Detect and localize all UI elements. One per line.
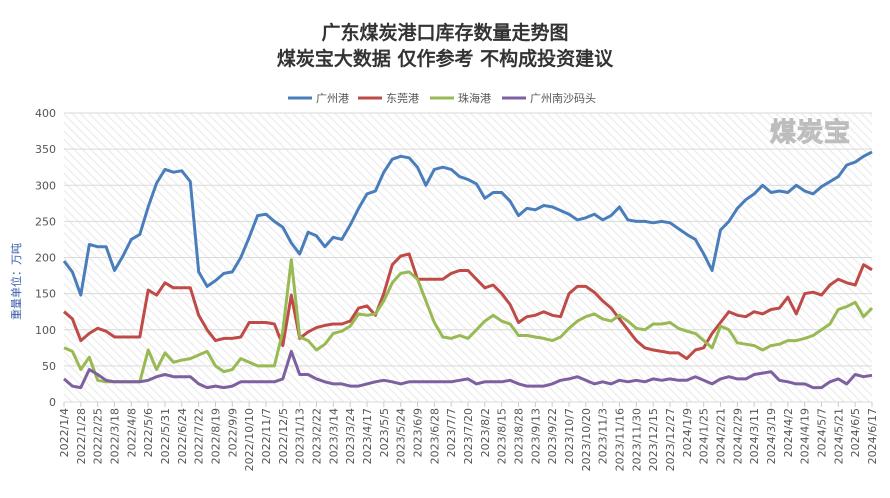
- y-tick-label: 100: [35, 324, 56, 337]
- legend-label: 广州港: [316, 92, 349, 105]
- x-tick-label: 2022/10/10: [243, 408, 256, 471]
- x-tick-label: 2023/2/22: [311, 408, 324, 464]
- watermark-logo: 煤炭宝: [769, 118, 852, 149]
- y-tick-label: 350: [35, 143, 56, 156]
- y-tick-label: 150: [35, 288, 56, 301]
- x-tick-label: 2023/8/28: [513, 408, 526, 464]
- x-tick-label: 2023/3/14: [327, 408, 340, 464]
- x-tick-label: 2023/6/9: [412, 408, 425, 457]
- chart-subtitle: 煤炭宝大数据 仅作参考 不构成投资建议: [276, 48, 614, 70]
- x-tick-label: 2022/11/7: [260, 408, 273, 464]
- x-tick-label: 2023/1/13: [294, 408, 307, 464]
- x-tick-label: 2023/9/22: [546, 408, 559, 464]
- x-tick-label: 2024/4/2: [782, 408, 795, 457]
- x-tick-label: 2023/12/27: [664, 408, 677, 471]
- y-tick-label: 0: [49, 396, 56, 409]
- x-tick-label: 2024/5/7: [816, 408, 829, 457]
- legend-label: 广州南沙码头: [530, 92, 596, 105]
- x-tick-label: 2024/1/25: [698, 408, 711, 464]
- x-tick-label: 2023/9/13: [529, 408, 542, 464]
- x-tick-label: 2023/7/7: [445, 408, 458, 457]
- y-tick-label: 300: [35, 179, 56, 192]
- y-axis-label: 重量单位：万吨: [10, 243, 23, 320]
- x-tick-label: 2023/5/5: [378, 408, 391, 457]
- x-tick-label: 2022/1/28: [75, 408, 88, 464]
- series-line-0: [62, 150, 873, 297]
- y-tick-label: 200: [35, 252, 56, 265]
- y-tick-label: 250: [35, 215, 56, 228]
- x-tick-label: 2022/1/4: [58, 408, 71, 457]
- x-tick-label: 2022/12/5: [277, 408, 290, 464]
- x-tick-label: 2024/3/19: [765, 408, 778, 464]
- x-tick-label: 2023/10/20: [580, 408, 593, 471]
- x-tick-label: 2023/7/20: [462, 408, 475, 464]
- series-line-2: [63, 258, 874, 384]
- x-tick-label: 2024/1/9: [681, 408, 694, 457]
- chart-title: 广东煤炭港口库存数量走势图: [321, 22, 569, 44]
- x-tick-label: 2024/4/19: [799, 408, 812, 464]
- x-tick-label: 2023/3/24: [344, 408, 357, 464]
- y-tick-label: 50: [42, 360, 56, 373]
- x-tick-label: 2023/6/28: [428, 408, 441, 464]
- x-tick-label: 2024/6/5: [849, 408, 862, 457]
- x-tick-label: 2023/12/15: [647, 408, 660, 471]
- x-tick-label: 2023/4/17: [361, 408, 374, 464]
- x-tick-label: 2022/9/9: [226, 408, 239, 457]
- x-tick-label: 2022/2/25: [92, 408, 105, 464]
- legend-label: 珠海港: [458, 91, 491, 105]
- series-line-1: [63, 252, 873, 361]
- x-tick-label: 2024/6/17: [866, 408, 879, 464]
- x-tick-label: 2023/8/2: [479, 408, 492, 457]
- y-tick-label: 400: [35, 107, 56, 120]
- legend-label: 东莞港: [386, 92, 419, 105]
- x-tick-label: 2024/5/21: [832, 408, 845, 464]
- x-tick-label: 2022/3/18: [109, 408, 122, 464]
- x-tick-label: 2024/2/29: [731, 408, 744, 464]
- series-line-3: [63, 349, 873, 390]
- x-tick-label: 2023/11/30: [630, 408, 643, 471]
- x-tick-label: 2024/3/11: [748, 408, 761, 464]
- x-tick-label: 2022/7/22: [193, 408, 206, 464]
- x-tick-label: 2024/2/21: [715, 408, 728, 464]
- x-tick-label: 2022/6/24: [176, 408, 189, 464]
- x-tick-label: 2023/5/24: [395, 408, 408, 464]
- x-tick-label: 2023/10/7: [563, 408, 576, 464]
- x-tick-label: 2022/8/19: [210, 408, 223, 464]
- x-tick-label: 2023/8/15: [496, 408, 509, 464]
- x-tick-label: 2023/11/3: [597, 408, 610, 464]
- x-tick-label: 2022/5/31: [159, 408, 172, 464]
- x-tick-label: 2022/4/8: [125, 408, 138, 457]
- x-tick-label: 2023/11/16: [614, 408, 627, 471]
- x-tick-label: 2022/5/6: [142, 408, 155, 457]
